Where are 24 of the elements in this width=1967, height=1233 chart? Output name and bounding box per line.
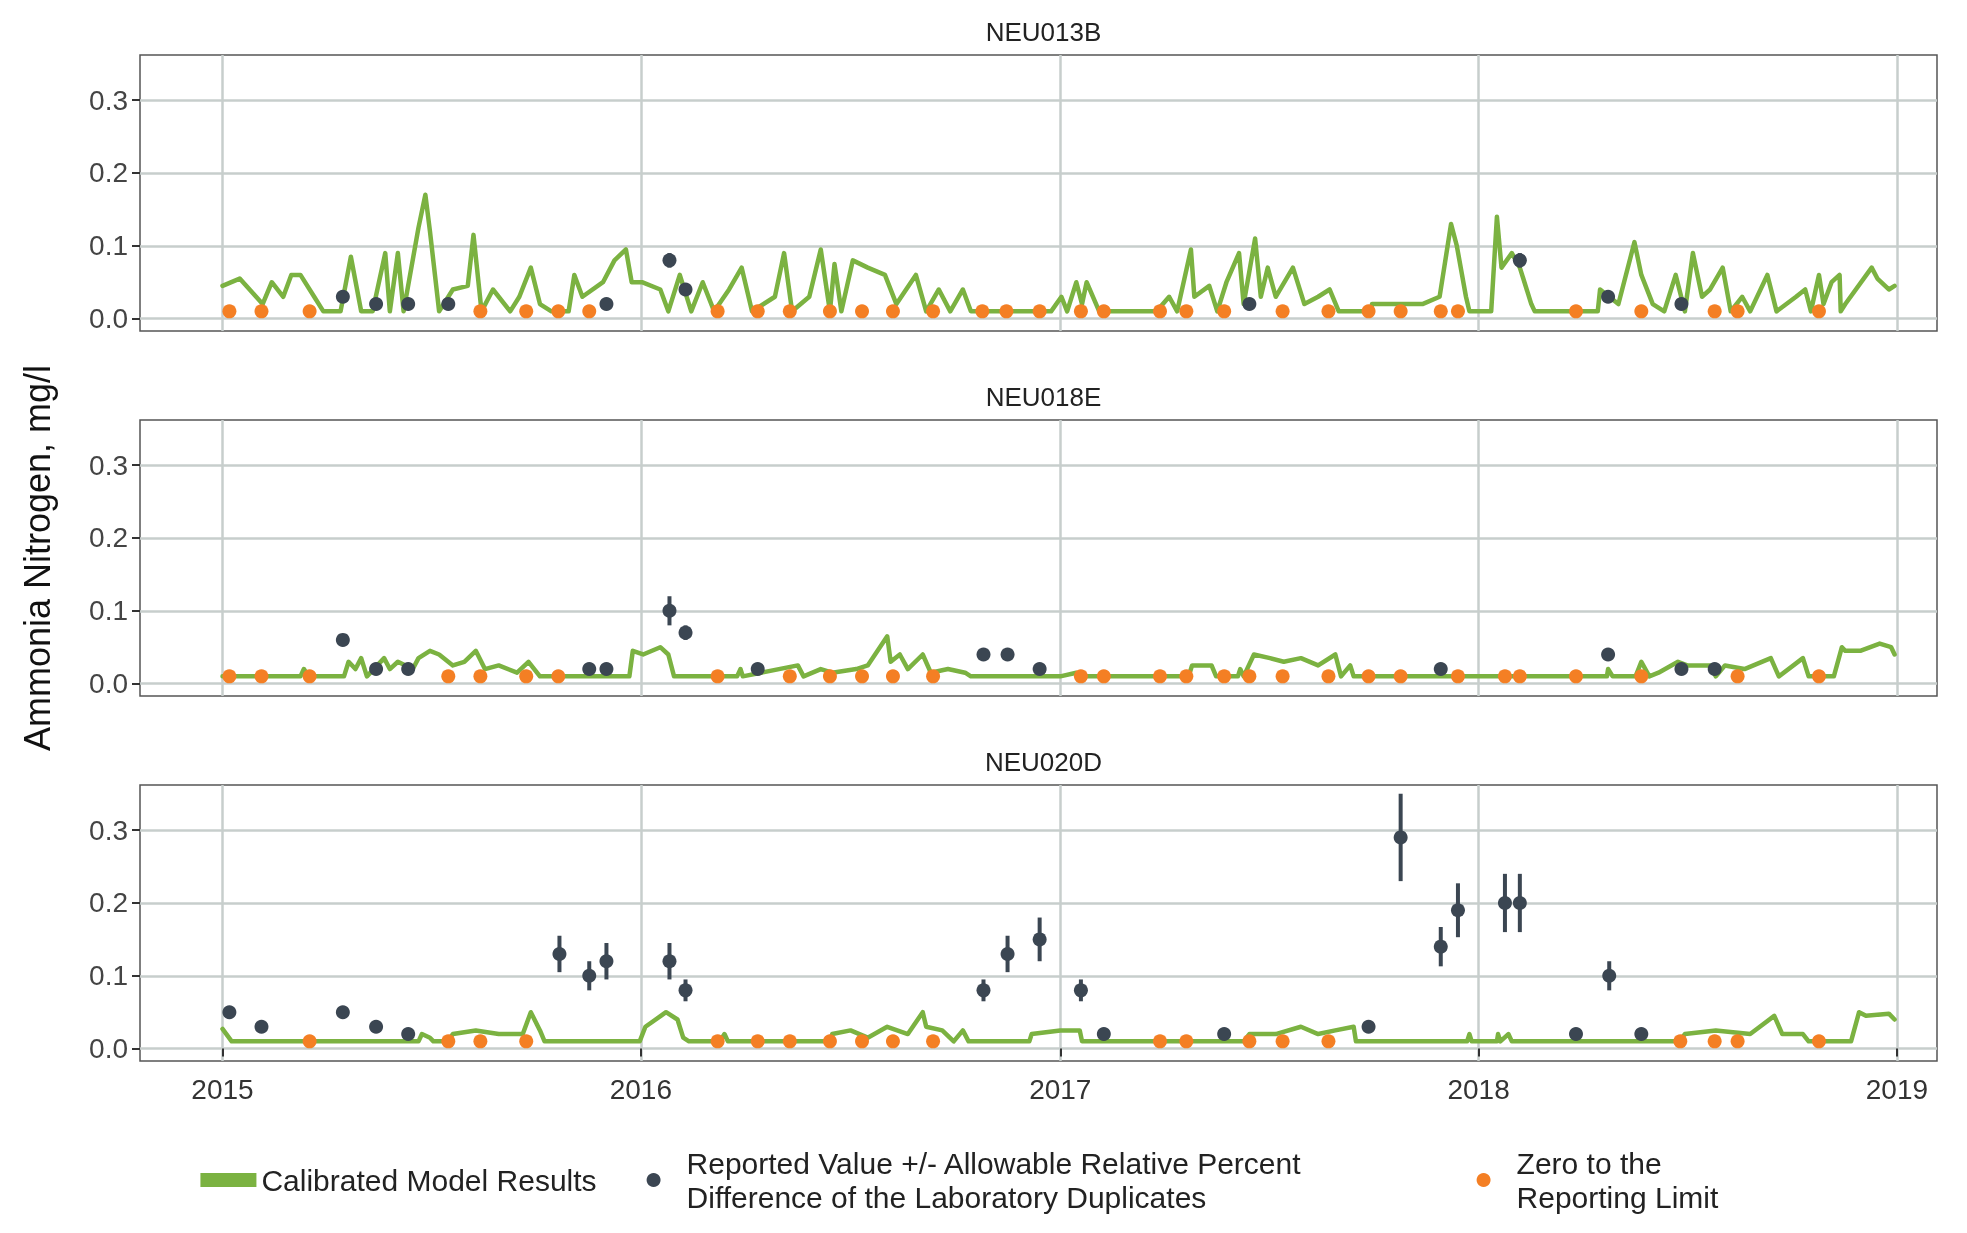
y-tick-label: 0.3 <box>89 449 128 481</box>
y-tick-label: 0.0 <box>89 1033 128 1065</box>
y-tick-label: 0.1 <box>89 595 128 627</box>
y-tick-label: 0.0 <box>89 668 128 700</box>
y-tick-label: 0.3 <box>89 814 128 846</box>
y-tick-label: 0.3 <box>89 84 128 116</box>
legend-label: Reported Value +/- Allowable Relative Percent Difference of the Laboratory Duplicates <box>686 1146 1309 1214</box>
x-tick-label: 2016 <box>609 1073 672 1105</box>
y-tick-label: 0.0 <box>89 303 128 335</box>
y-tick-label: 0.2 <box>89 887 128 919</box>
y-tick-label: 0.1 <box>89 960 128 992</box>
y-tick-label: 0.2 <box>89 522 128 554</box>
x-tick-label: 2018 <box>1447 1073 1510 1105</box>
x-tick-label: 2019 <box>1865 1073 1929 1105</box>
legend-label: Calibrated Model Results <box>261 1163 597 1197</box>
chart-title: NEU018E <box>985 382 1102 412</box>
y-tick-label: 0.1 <box>89 230 128 262</box>
x-tick-label: 2017 <box>1029 1073 1092 1105</box>
legend-label: Zero to the Reporting Limit <box>1516 1146 1719 1214</box>
x-tick-label: 2015 <box>191 1073 254 1105</box>
y-axis-title: Ammonia Nitrogen, mg/l <box>17 364 59 752</box>
chart-title: NEU020D <box>984 747 1103 777</box>
y-tick-label: 0.2 <box>89 157 128 189</box>
chart-title: NEU013B <box>985 17 1102 47</box>
